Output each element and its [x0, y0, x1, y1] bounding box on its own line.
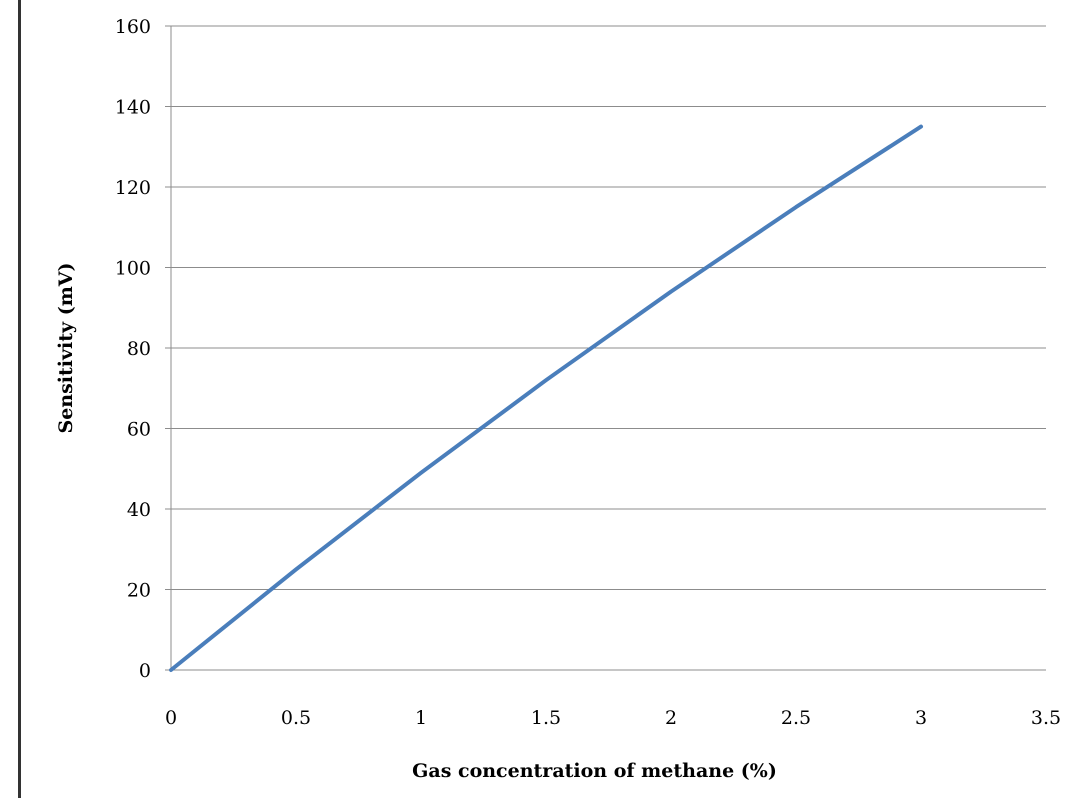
- x-axis-title: Gas concentration of methane (%): [412, 760, 777, 782]
- y-tick-label: 140: [115, 97, 151, 119]
- series: [169, 124, 923, 672]
- x-tick-label: 3: [915, 707, 927, 729]
- left-border-line: [18, 0, 21, 798]
- gridlines: [171, 25, 1046, 590]
- x-tick-label: 0.5: [281, 707, 311, 729]
- x-tick-label: 1: [415, 707, 427, 729]
- series-line: [169, 124, 923, 672]
- y-axis-title: Sensitivity (mV): [55, 262, 77, 433]
- y-tick-label: 20: [127, 580, 151, 602]
- y-tick-label: 80: [127, 338, 151, 360]
- y-tick-label: 120: [115, 177, 151, 199]
- x-tick-label: 2.5: [781, 707, 811, 729]
- tick-labels: 0 20 40 60 80 100 120 140 160 0 0.5 1 1.5 2 2.5 3 3.5: [115, 16, 1061, 729]
- y-tick-label: 160: [115, 16, 151, 38]
- y-tick-label: 60: [127, 419, 151, 441]
- x-tick-label: 1.5: [531, 707, 561, 729]
- x-tick-label: 3.5: [1031, 707, 1061, 729]
- y-tick-label: 0: [139, 660, 151, 682]
- y-tick-label: 100: [115, 258, 151, 280]
- y-tick-label: 40: [127, 499, 151, 521]
- x-tick-label: 2: [665, 707, 677, 729]
- x-tick-label: 0: [165, 707, 177, 729]
